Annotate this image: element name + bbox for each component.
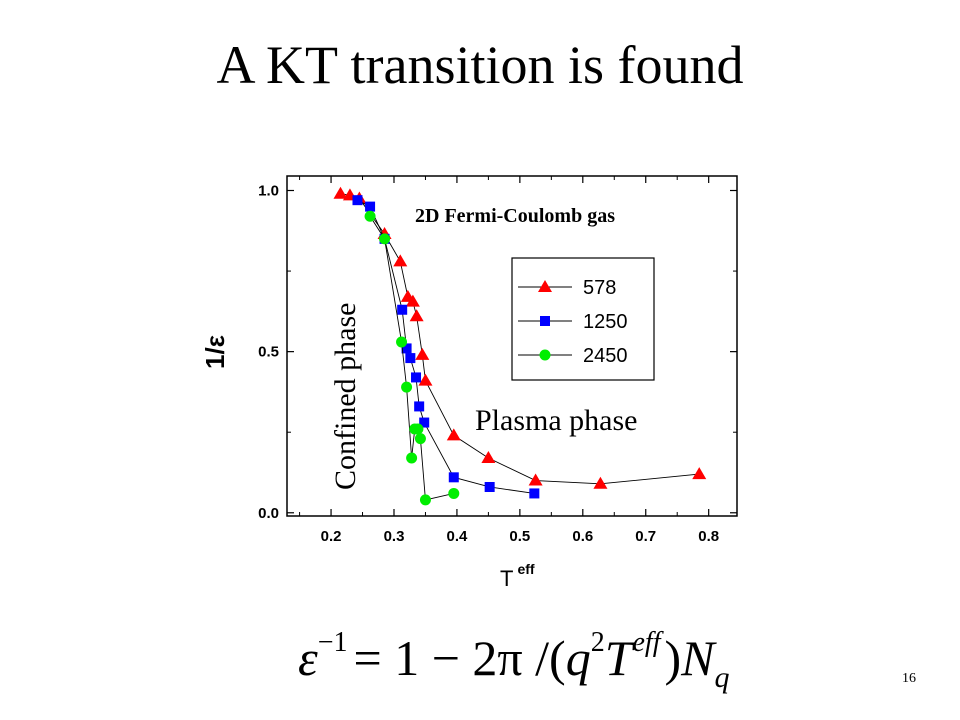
data-point xyxy=(411,372,422,383)
formula-close: ) xyxy=(665,630,682,686)
x-tick-label: 0.7 xyxy=(635,528,656,545)
svg-text:ε−1= 1 − 2π /(q2Teff)Nq: ε−1 = 1 − 2π /(q2Teff)Nq xyxy=(298,627,730,694)
plasma-phase-annotation: Plasma phase xyxy=(475,404,637,437)
y-tick-label: 0.5 xyxy=(258,344,279,361)
data-point xyxy=(352,195,363,206)
x-tick-label: 0.3 xyxy=(384,528,405,545)
formula-T-sup: eff xyxy=(633,627,664,658)
plot-frame xyxy=(286,175,738,517)
legend-marker xyxy=(538,280,552,292)
data-point xyxy=(409,309,424,322)
legend-item: 2450 xyxy=(518,345,628,367)
legend-box xyxy=(511,257,655,381)
y-axis-label: 1/ε xyxy=(200,335,230,369)
series-2450 xyxy=(364,210,460,506)
data-point xyxy=(406,452,418,464)
data-point xyxy=(692,467,707,480)
x-tick-label: 0.2 xyxy=(321,528,342,545)
x-tick-label: 0.6 xyxy=(572,528,593,545)
series-layer xyxy=(333,186,707,506)
formula-epsilon-exp: −1 xyxy=(318,627,348,658)
x-tick-label: 0.8 xyxy=(698,528,719,545)
data-point xyxy=(529,488,540,499)
x-tick-label: 0.5 xyxy=(509,528,530,545)
data-point xyxy=(419,417,430,428)
kt-transition-chart: 0.2 0.3 0.4 0.5 0.6 0.7 0.8 0.0 0.5 1.0 2D Fermi-… xyxy=(200,175,738,591)
axis-ticks: 0.2 0.3 0.4 0.5 0.6 0.7 0.8 0.0 0.5 1.0 xyxy=(258,176,737,545)
series-line xyxy=(369,216,454,501)
dielectric-formula: ε−1 = 1 − 2π /(q2Teff)Nq xyxy=(298,627,730,694)
y-tick-label: 1.0 xyxy=(258,183,279,200)
data-point xyxy=(401,343,412,354)
data-point xyxy=(405,294,420,307)
confined-phase-annotation: Confined phase xyxy=(329,303,362,490)
formula-q-exp: 2 xyxy=(591,627,605,658)
slide-title: A KT transition is found xyxy=(216,35,744,95)
data-point xyxy=(446,428,461,441)
formula-N-sub: q xyxy=(715,661,730,694)
data-point xyxy=(393,254,408,267)
formula-rhs-start: = 1 − 2π /( xyxy=(354,630,566,686)
data-point xyxy=(405,353,416,364)
data-point xyxy=(481,450,496,463)
formula-T: T xyxy=(605,630,636,686)
data-point xyxy=(418,373,433,386)
legend: 578 1250 2450 xyxy=(511,257,655,381)
formula-epsilon: ε xyxy=(298,630,318,686)
data-point xyxy=(412,423,424,435)
data-point xyxy=(593,476,608,489)
data-point xyxy=(414,401,425,412)
x-axis-label-main: T xyxy=(500,566,513,591)
x-axis-label-sup: eff xyxy=(517,561,534,577)
data-point xyxy=(419,494,431,506)
legend-label: 1250 xyxy=(583,311,628,333)
formula-N: N xyxy=(680,630,717,686)
data-point xyxy=(397,304,408,315)
data-point xyxy=(365,201,376,212)
legend-label: 578 xyxy=(583,277,616,299)
data-point xyxy=(448,487,460,499)
x-tick-label: 0.4 xyxy=(447,528,469,545)
formula-q: q xyxy=(566,630,591,686)
data-point xyxy=(414,433,426,445)
data-point xyxy=(333,186,348,199)
legend-items: 578 1250 2450 xyxy=(518,277,628,367)
page-number: 16 xyxy=(902,671,916,686)
data-point xyxy=(415,347,430,360)
y-tick-label: 0.0 xyxy=(258,505,279,522)
data-point xyxy=(448,472,459,483)
series-line xyxy=(357,199,535,494)
legend-marker xyxy=(540,316,550,326)
legend-marker xyxy=(539,349,551,361)
legend-item: 1250 xyxy=(518,311,628,333)
legend-label: 2450 xyxy=(583,345,628,367)
data-point xyxy=(528,473,543,486)
data-point xyxy=(484,481,495,492)
data-point xyxy=(401,381,413,393)
data-point xyxy=(364,210,376,222)
chart-inner-title: 2D Fermi-Coulomb gas xyxy=(415,205,615,227)
data-point xyxy=(396,336,408,348)
data-point xyxy=(379,233,391,245)
legend-item: 578 xyxy=(518,277,616,299)
